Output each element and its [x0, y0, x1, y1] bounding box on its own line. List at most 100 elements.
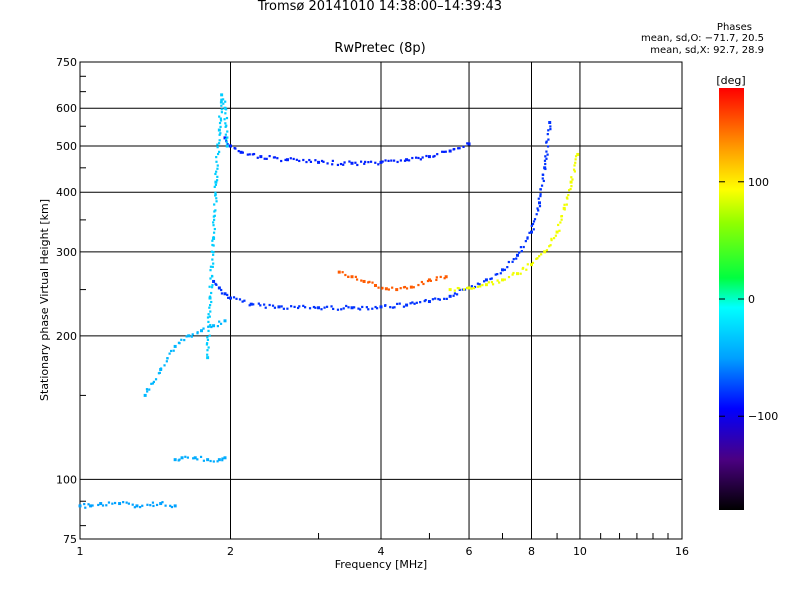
trace-point [363, 162, 366, 165]
trace-point [305, 160, 308, 164]
trace-point [298, 159, 301, 163]
trace-point [211, 243, 214, 247]
data-point [467, 286, 471, 290]
trace-point [220, 100, 223, 103]
trace-point [309, 160, 313, 163]
trace-point [308, 307, 312, 310]
trace-point [371, 307, 374, 310]
trace-point [214, 209, 217, 212]
trace-point [220, 98, 223, 101]
trace-point [375, 307, 379, 310]
trace-point [218, 139, 221, 142]
trace-point [439, 275, 442, 279]
trace-point [207, 346, 210, 349]
chart-subtitle: RwPretec (8p) [334, 41, 426, 56]
trace-point [238, 298, 242, 301]
trace-point [368, 280, 371, 284]
trace-point [444, 150, 447, 153]
y-tick-label: 600 [56, 102, 77, 115]
trace-point [473, 285, 477, 289]
chart-title: Tromsø 20141010 14:38:00–14:39:43 [257, 0, 503, 14]
trace-point [344, 273, 347, 277]
trace-point [219, 117, 222, 120]
y-tick-label: 100 [56, 473, 77, 486]
trace-point [227, 296, 230, 299]
trace-point [354, 275, 357, 278]
trace-point [246, 153, 249, 156]
trace-point [526, 263, 529, 266]
trace-point [158, 371, 161, 374]
trace-point [225, 116, 229, 120]
trace-point [515, 257, 518, 260]
trace-point [371, 281, 374, 284]
data-point [515, 272, 519, 276]
trace-point [343, 161, 346, 164]
data-point [249, 302, 253, 306]
trace-point [340, 308, 343, 311]
trace-point [457, 147, 460, 150]
trace-point [220, 108, 223, 111]
trace-point [208, 285, 211, 288]
data-point [208, 296, 212, 300]
data-point [427, 300, 431, 304]
trace-point [541, 177, 544, 180]
trace-point [192, 457, 195, 460]
data-point [317, 160, 321, 164]
trace-point [570, 176, 573, 179]
data-point [220, 93, 224, 97]
trace-point [519, 246, 523, 249]
trace-point [526, 236, 529, 239]
trace-point [545, 249, 549, 252]
trace-point [391, 306, 395, 309]
trace-point [151, 501, 155, 504]
trace-point [532, 228, 535, 231]
data-point [277, 305, 281, 309]
trace-point [215, 197, 218, 200]
colorbar-tick-label: −100 [748, 410, 778, 423]
trace-point [207, 325, 210, 328]
trace-point [359, 308, 362, 311]
trace-point [127, 502, 130, 505]
trace-point [560, 218, 563, 221]
trace-point [224, 112, 227, 115]
trace-point [221, 457, 224, 460]
trace-point [169, 504, 172, 507]
data-point [555, 230, 559, 234]
trace-point [302, 158, 305, 162]
trace-point [458, 147, 461, 150]
trace-point [154, 378, 158, 381]
trace-point [414, 156, 418, 159]
trace-point [496, 279, 499, 282]
trace-point [470, 287, 473, 290]
data-point [484, 278, 488, 282]
data-point [543, 250, 547, 254]
trace-point [170, 505, 174, 509]
trace-point [512, 258, 515, 261]
trace-point [531, 261, 535, 264]
trace-point [243, 299, 246, 302]
trace-point [226, 130, 229, 133]
trace-point [113, 501, 117, 505]
trace-point [558, 229, 561, 232]
trace-point [481, 284, 484, 287]
trace-point [496, 272, 499, 276]
trace-point [532, 220, 536, 223]
trace-point [466, 142, 469, 145]
trace-point [409, 302, 412, 305]
trace-point [540, 253, 543, 256]
trace-point [550, 237, 553, 240]
trace-point [87, 503, 90, 506]
trace-point [355, 278, 359, 281]
trace-point [271, 304, 275, 307]
trace-point [364, 160, 367, 164]
trace-point [421, 156, 424, 159]
trace-point [549, 128, 552, 131]
trace-point [218, 115, 221, 118]
trace-point [224, 122, 227, 125]
data-point [395, 288, 399, 292]
trace-point [419, 158, 422, 161]
trace-point [389, 306, 392, 309]
trace-point [284, 158, 287, 162]
trace-point [341, 271, 344, 274]
y-tick-label: 750 [56, 56, 77, 69]
